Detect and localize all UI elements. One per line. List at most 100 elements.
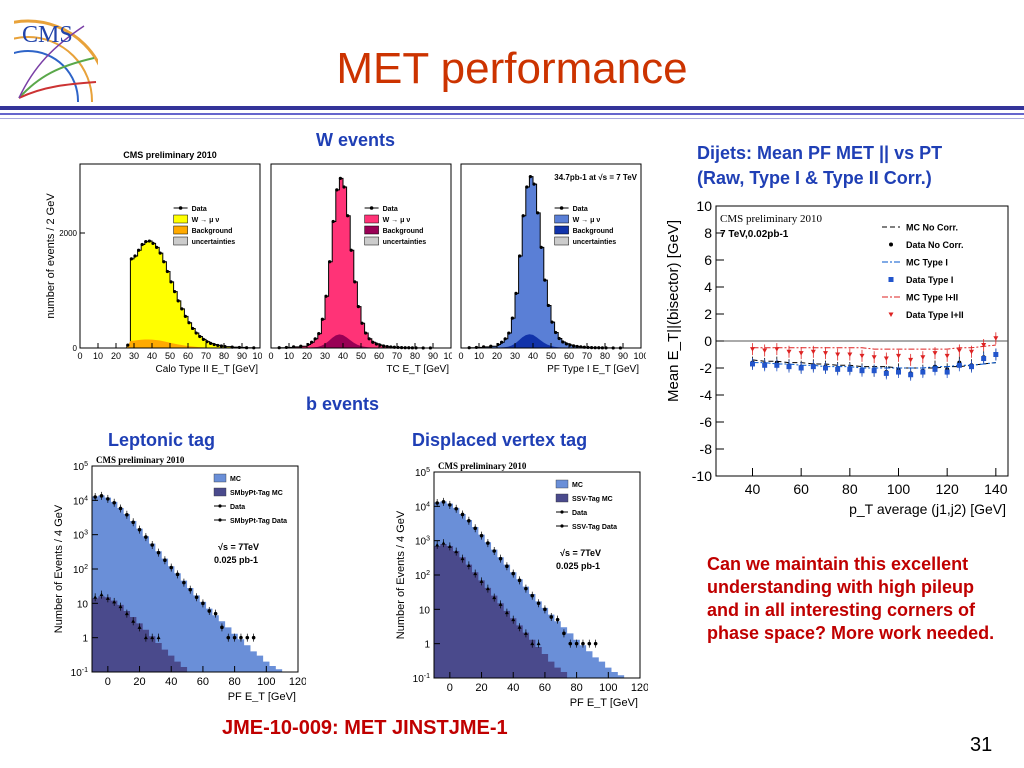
y-tick-label: 10 bbox=[77, 599, 89, 610]
y-tick-label: 1 bbox=[424, 640, 430, 651]
data-point bbox=[798, 351, 804, 356]
x-tick-label: 80 bbox=[842, 481, 858, 497]
tag-mc-histogram bbox=[92, 596, 298, 672]
x-tick-label: 20 bbox=[302, 351, 312, 361]
data-point bbox=[150, 635, 155, 640]
data-point bbox=[762, 348, 768, 353]
legend-swatch bbox=[173, 214, 188, 224]
x-tick-label: 40 bbox=[165, 676, 177, 688]
data-point bbox=[112, 599, 117, 604]
data-point bbox=[956, 362, 962, 368]
w-tc-panel: 0 10 20 30 40 50 60 70 80 90 100 TC E_T [GeV] Data W … bbox=[262, 148, 459, 385]
data-point bbox=[518, 254, 522, 258]
data-point bbox=[750, 361, 755, 367]
legend-label: Background bbox=[573, 228, 614, 235]
x-tick-label: 80 bbox=[228, 676, 240, 688]
legend-label: MC Type I bbox=[906, 258, 948, 268]
b-events-label: b events bbox=[306, 394, 380, 414]
data-point bbox=[156, 550, 161, 555]
data-point bbox=[568, 641, 573, 646]
data-point bbox=[356, 305, 360, 309]
legend-swatch bbox=[554, 214, 569, 224]
data-point bbox=[137, 527, 142, 532]
title-rule-3 bbox=[0, 118, 1024, 119]
legend-marker-dot bbox=[178, 206, 183, 210]
x-tick-label: 60 bbox=[793, 481, 809, 497]
data-point bbox=[93, 495, 97, 499]
y-tick-label: -4 bbox=[700, 387, 713, 403]
y-tick-label: 104 bbox=[415, 501, 430, 513]
data-point bbox=[593, 641, 598, 646]
legend-swatch bbox=[213, 473, 227, 483]
x-tick-label: 20 bbox=[475, 682, 487, 694]
legend-label: uncertainties bbox=[573, 239, 617, 246]
y-tick-label: 4 bbox=[704, 279, 712, 295]
x-tick-label: 100 bbox=[633, 351, 646, 361]
data-point bbox=[485, 586, 490, 591]
comment-text: Can we maintain this excellent understan… bbox=[707, 554, 995, 643]
w-calo-panel: 0 10 20 30 40 50 60 70 80 90 100 Calo Type II E_T [… bbox=[40, 148, 268, 385]
data-point bbox=[126, 343, 130, 347]
legend-swatch bbox=[364, 214, 379, 224]
data-point bbox=[99, 592, 104, 597]
data-point bbox=[158, 251, 162, 255]
data-point bbox=[504, 610, 509, 615]
x-tick-label: 0 bbox=[105, 676, 111, 688]
b-leptonic-panel: 10-1 1 10 102 103 104 105 0 20 40 60 80 100 120 PF E_T… bbox=[50, 454, 307, 707]
x-tick-label: 60 bbox=[374, 351, 384, 361]
data-point bbox=[467, 518, 471, 523]
data-point bbox=[847, 366, 853, 372]
data-point bbox=[543, 607, 547, 612]
x-tick-label: 120 bbox=[289, 676, 306, 688]
x-tick-label: 50 bbox=[356, 351, 366, 361]
data-point bbox=[562, 631, 566, 636]
x-tick-label: 70 bbox=[582, 351, 592, 361]
x-tick-label: 0 bbox=[268, 351, 273, 361]
data-point bbox=[883, 356, 889, 362]
x-tick-label: 40 bbox=[528, 351, 538, 361]
x-tick-label: 80 bbox=[410, 351, 420, 361]
data-point bbox=[209, 341, 213, 345]
tag-mc-histogram bbox=[434, 543, 640, 678]
mc-histogram bbox=[92, 495, 298, 672]
data-point bbox=[213, 611, 218, 616]
x-tick-label: 50 bbox=[546, 351, 556, 361]
data-point bbox=[435, 542, 440, 547]
data-point bbox=[165, 269, 169, 274]
dijets-panel: -10 -8 -6 -4 -2 0 2 4 6 8 10 40 60 80 100 120 140 p_T ave… bbox=[652, 196, 1018, 531]
data-point bbox=[219, 344, 223, 348]
data-point bbox=[920, 355, 926, 360]
legend-marker bbox=[889, 242, 893, 247]
legend-swatch bbox=[173, 225, 188, 235]
data-point bbox=[105, 596, 110, 600]
legend-swatch bbox=[555, 493, 569, 503]
data-point bbox=[575, 344, 579, 349]
x-tick-label: 20 bbox=[492, 351, 502, 361]
data-point bbox=[118, 506, 123, 511]
dijets-title-line2: (Raw, Type I & Type II Corr.) bbox=[697, 168, 932, 188]
data-point bbox=[353, 280, 357, 284]
y-tick-label: 10 bbox=[696, 198, 712, 214]
x-tick-label: 20 bbox=[133, 676, 145, 688]
data-point bbox=[944, 353, 950, 359]
data-point bbox=[536, 641, 541, 646]
data-point bbox=[500, 340, 504, 344]
data-point bbox=[454, 549, 459, 554]
legend-label: W → μ ν bbox=[573, 217, 601, 224]
data-point bbox=[335, 188, 339, 192]
legend-swatch bbox=[554, 236, 569, 246]
data-point bbox=[859, 368, 865, 374]
data-point bbox=[498, 556, 503, 561]
data-point bbox=[180, 307, 184, 311]
data-point bbox=[510, 316, 514, 320]
data-point bbox=[176, 299, 180, 303]
dijets-chart: -10 -8 -6 -4 -2 0 2 4 6 8 10 40 60 80 100 120 140 p_T ave… bbox=[652, 196, 1018, 526]
x-tick-label: 140 bbox=[984, 481, 1008, 497]
data-point bbox=[131, 520, 135, 525]
data-point bbox=[93, 595, 98, 599]
data-point bbox=[883, 370, 889, 376]
displaced-vertex-label: Displaced vertex tag bbox=[412, 430, 588, 450]
data-point bbox=[137, 625, 142, 629]
data-point bbox=[932, 351, 938, 356]
slide-title: MET performance bbox=[336, 44, 688, 93]
